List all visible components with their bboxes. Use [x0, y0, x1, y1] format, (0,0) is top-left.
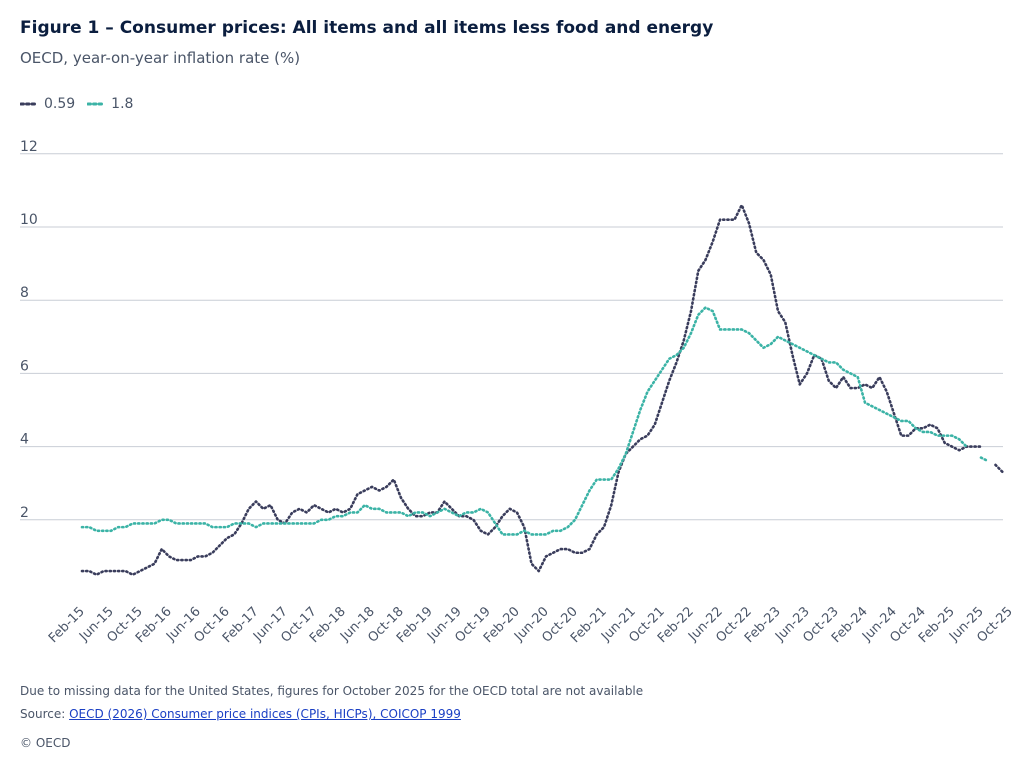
legend-label-series-1: 0.59	[44, 96, 76, 112]
y-tick-label-2: 2	[20, 505, 29, 521]
footnote: Due to missing data for the United State…	[20, 684, 644, 698]
y-tick-label-10: 10	[20, 212, 38, 228]
series-points-2	[81, 307, 989, 535]
source-link[interactable]: OECD (2026) Consumer price indices (CPIs…	[69, 707, 461, 721]
x-tick-label-Feb-15: Feb-15	[46, 604, 88, 646]
legend-swatch-series-1	[20, 102, 38, 106]
legend-label-series-2: 1.8	[111, 96, 134, 112]
chart-legend: 0.59 1.8	[20, 96, 145, 112]
chart-subtitle: OECD, year-on-year inflation rate (%)	[20, 49, 301, 67]
legend-item-series-2[interactable]: 1.8	[87, 96, 133, 112]
y-tick-label-12: 12	[20, 139, 38, 155]
series-points-1	[81, 205, 1003, 575]
series-line-1	[80, 203, 1005, 576]
legend-swatch-series-2	[87, 102, 106, 106]
copyright: © OECD	[20, 736, 71, 750]
y-tick-label-6: 6	[20, 358, 29, 374]
line-chart: 24681012Feb-15Jun-15Oct-15Feb-16Jun-16Oc…	[20, 139, 1016, 646]
series-line-2	[80, 306, 990, 536]
legend-item-series-1[interactable]: 0.59	[20, 96, 75, 112]
y-tick-label-4: 4	[20, 432, 29, 448]
chart-title: Figure 1 – Consumer prices: All items an…	[20, 18, 714, 38]
source-line: Source: OECD (2026) Consumer price indic…	[20, 707, 461, 721]
y-tick-label-8: 8	[20, 285, 29, 301]
source-prefix: Source:	[20, 707, 70, 721]
